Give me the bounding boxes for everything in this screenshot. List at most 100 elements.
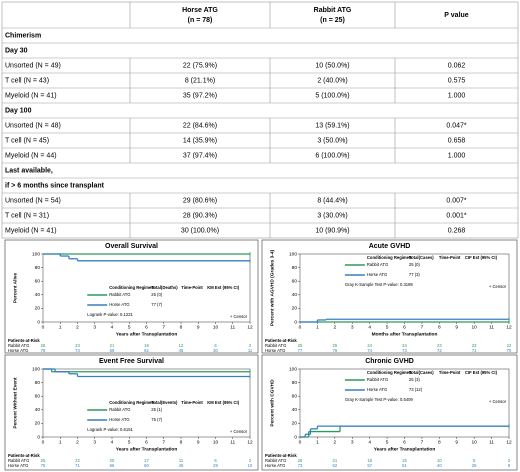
at-risk-count: 11 xyxy=(179,458,184,463)
legend-label: Rabbit ATG xyxy=(109,292,130,297)
table-cell: Myeloid (N = 41) xyxy=(5,92,57,99)
legend-header: CIF Est (95% CI) xyxy=(465,370,498,375)
panel xyxy=(4,354,259,471)
table-cell: 0.001* xyxy=(446,212,467,219)
table-cell: 0.007* xyxy=(446,197,467,204)
at-risk-count: 2 xyxy=(249,343,252,348)
x-tick-label: 12 xyxy=(506,324,512,330)
at-risk-count: 12 xyxy=(179,343,184,348)
legend-total: 25 (1) xyxy=(151,407,163,412)
at-risk-name: Horse ATG xyxy=(8,463,28,468)
table-cell: T cell (N = 45) xyxy=(5,137,49,144)
y-tick-label: 80 xyxy=(35,380,41,386)
legend-header: CIF Est (95% CI) xyxy=(465,255,498,260)
legend-header: Total(Deaths) xyxy=(151,285,178,290)
x-tick-label: 7 xyxy=(162,324,165,330)
x-axis-label: Years after Transplantation xyxy=(116,331,178,337)
at-risk-name: Rabbit ATG xyxy=(265,458,286,463)
at-risk-count: 2 xyxy=(508,458,511,463)
at-risk-count: 74 xyxy=(75,348,80,353)
legend-label: Rabbit ATG xyxy=(367,377,388,382)
legend-header: Conditioning Regimen xyxy=(367,255,412,260)
at-risk-count: 5 xyxy=(473,458,476,463)
x-tick-label: 9 xyxy=(455,439,458,445)
x-tick-label: 10 xyxy=(471,324,477,330)
legend-total: 25 (3) xyxy=(409,377,421,382)
y-tick-label: 40 xyxy=(35,292,41,298)
legend-total: 77 (3) xyxy=(409,272,421,277)
legend-header: Total(Cases) xyxy=(409,370,434,375)
legend-header: Time-Point xyxy=(181,400,203,405)
x-tick-label: 0 xyxy=(42,324,45,330)
legend-total: 75 (7) xyxy=(151,417,163,422)
x-tick-label: 2 xyxy=(333,439,336,445)
y-axis-label: Percent Alive xyxy=(12,273,18,304)
at-risk-count: 25 xyxy=(472,463,477,468)
at-risk-count: 6 xyxy=(214,343,217,348)
table-cell: 2 (40.0%) xyxy=(317,77,347,84)
at-risk-count: 73 xyxy=(298,463,303,468)
x-tick-label: 1 xyxy=(316,439,319,445)
table-cell: Unsorted (N = 54) xyxy=(5,197,61,204)
at-risk-count: 23 xyxy=(75,343,80,348)
table-cell: Unsorted (N = 48) xyxy=(5,122,61,129)
at-risk-count: 20 xyxy=(110,458,115,463)
at-risk-count: 66 xyxy=(110,463,115,468)
x-tick-label: 12 xyxy=(247,324,253,330)
x-tick-label: 8 xyxy=(180,324,183,330)
at-risk-count: 10 xyxy=(437,458,442,463)
table-cell: 0.062 xyxy=(448,62,466,69)
x-tick-label: 1 xyxy=(59,439,62,445)
y-tick-label: 100 xyxy=(289,251,297,257)
table-cell: Myeloid (N = 41) xyxy=(5,227,57,234)
at-risk-count: 21 xyxy=(110,343,115,348)
at-risk-count: 21 xyxy=(332,458,337,463)
table-cell: 1.000 xyxy=(448,152,466,159)
at-risk-count: 15 xyxy=(402,458,407,463)
at-risk-count: 75 xyxy=(41,463,46,468)
x-tick-label: 7 xyxy=(162,439,165,445)
header-cell: (n = 25) xyxy=(320,17,345,24)
section-cell: Chimerism xyxy=(5,32,41,39)
at-risk-count: 60 xyxy=(144,463,149,468)
chart-title: Event Free Survival xyxy=(99,358,164,365)
at-risk-count: 62 xyxy=(144,348,149,353)
at-risk-label: Patients-at-Risk xyxy=(8,453,40,458)
at-risk-count: 69 xyxy=(110,348,115,353)
legend-total: 25 (0) xyxy=(409,262,421,267)
legend-header: Total(Events) xyxy=(151,400,178,405)
at-risk-count: 30 xyxy=(213,348,218,353)
x-tick-label: 9 xyxy=(197,439,200,445)
legend-header: Time-Point xyxy=(439,370,461,375)
at-risk-count: 6 xyxy=(214,458,217,463)
legend-label: Horse ATG xyxy=(367,272,387,277)
legend-label: Horse ATG xyxy=(109,302,129,307)
y-axis-label: Percent with AGVHD (Grades 3-4) xyxy=(269,249,275,326)
y-tick-label: 80 xyxy=(292,380,298,386)
y-tick-label: 0 xyxy=(294,319,297,325)
censor-label: + Censor xyxy=(230,314,248,319)
x-tick-label: 3 xyxy=(93,439,96,445)
x-tick-label: 3 xyxy=(351,439,354,445)
chart-title: Chronic GVHD xyxy=(365,358,414,365)
y-tick-label: 60 xyxy=(35,393,41,399)
x-tick-label: 8 xyxy=(180,439,183,445)
y-tick-label: 20 xyxy=(35,421,41,427)
legend-total: 25 (0) xyxy=(151,292,163,297)
x-tick-label: 0 xyxy=(299,324,302,330)
at-risk-count: 71 xyxy=(75,463,80,468)
censor-label: + Censor xyxy=(489,399,507,404)
x-tick-label: 2 xyxy=(76,324,79,330)
table-cell: 10 (90.9%) xyxy=(315,227,349,234)
table-cell: 28 (90.3%) xyxy=(183,212,217,219)
x-axis-label: Years after Transplantation xyxy=(374,446,436,452)
table-cell: 1.000 xyxy=(448,92,466,99)
x-tick-label: 11 xyxy=(489,324,494,330)
x-tick-label: 6 xyxy=(403,439,406,445)
table-border xyxy=(1,1,519,239)
panel xyxy=(261,354,518,471)
x-tick-label: 10 xyxy=(471,439,477,445)
at-risk-count: 22 xyxy=(507,343,512,348)
x-tick-label: 9 xyxy=(455,324,458,330)
